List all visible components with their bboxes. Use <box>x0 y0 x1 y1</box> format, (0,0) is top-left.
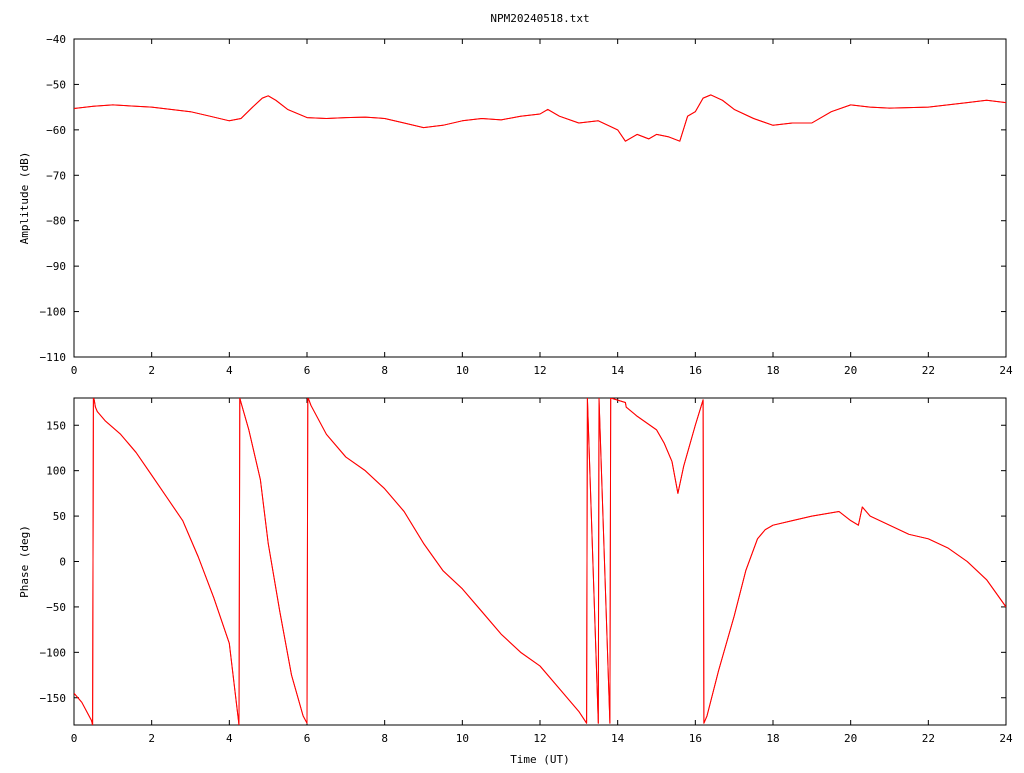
x-tick-label: 2 <box>148 732 155 745</box>
x-tick-label: 2 <box>148 364 155 377</box>
y-tick-label: −150 <box>40 692 67 705</box>
x-tick-label: 14 <box>611 732 625 745</box>
x-tick-label: 6 <box>304 732 311 745</box>
amplitude-panel: 0 2 4 6 8 10 12 14 16 18 20 22 24−110−100−90−80−70−6… <box>18 12 1013 377</box>
y-tick-label: −50 <box>46 601 66 614</box>
y-tick-label: −110 <box>40 351 67 364</box>
x-axis-label: Time (UT) <box>510 753 570 766</box>
y-tick-label: 150 <box>46 419 66 432</box>
y-tick-label: −90 <box>46 260 66 273</box>
y-tick-label: −70 <box>46 169 66 182</box>
plot-frame <box>73 38 1007 358</box>
x-tick-label: 0 <box>71 732 78 745</box>
x-tick-label: 12 <box>533 364 546 377</box>
y-tick-label: 100 <box>46 465 66 478</box>
x-tick-label: 4 <box>226 732 233 745</box>
x-tick-label: 20 <box>844 732 857 745</box>
series-line-band <box>74 398 1006 725</box>
x-tick-label: 24 <box>999 364 1013 377</box>
x-tick-label: 14 <box>611 364 625 377</box>
x-tick-label: 12 <box>533 732 546 745</box>
chart-title: NPM20240518.txt <box>490 12 589 25</box>
x-tick-label: 20 <box>844 364 857 377</box>
series-line <box>74 398 1006 725</box>
x-tick-label: 0 <box>71 364 78 377</box>
y-tick-label: −100 <box>40 646 67 659</box>
y-tick-label: −50 <box>46 78 66 91</box>
x-tick-label: 8 <box>381 364 388 377</box>
y-tick-label: −60 <box>46 124 66 137</box>
x-tick-label: 10 <box>456 364 469 377</box>
series-line <box>74 94 1006 142</box>
x-tick-label: 22 <box>922 364 935 377</box>
y-tick-label: 0 <box>59 556 66 569</box>
x-tick-label: 6 <box>304 364 311 377</box>
x-tick-label: 16 <box>689 364 702 377</box>
x-tick-label: 22 <box>922 732 935 745</box>
x-tick-label: 8 <box>381 732 388 745</box>
x-tick-label: 10 <box>456 732 469 745</box>
x-tick-label: 24 <box>999 732 1013 745</box>
y-axis-label: Phase (deg) <box>18 525 31 598</box>
y-tick-label: 50 <box>53 510 66 523</box>
x-tick-label: 18 <box>766 732 779 745</box>
y-axis-label: Amplitude (dB) <box>18 152 31 245</box>
y-tick-label: −80 <box>46 215 66 228</box>
x-tick-label: 18 <box>766 364 779 377</box>
plot-frame <box>73 397 1007 726</box>
series-line-band <box>74 94 1006 142</box>
y-tick-label: −40 <box>46 33 66 46</box>
phase-panel: 0 2 4 6 8 10 12 14 16 18 20 22 24−150−100−5005010015… <box>18 397 1013 766</box>
x-tick-label: 4 <box>226 364 233 377</box>
x-tick-label: 16 <box>689 732 702 745</box>
y-tick-label: −100 <box>40 306 67 319</box>
